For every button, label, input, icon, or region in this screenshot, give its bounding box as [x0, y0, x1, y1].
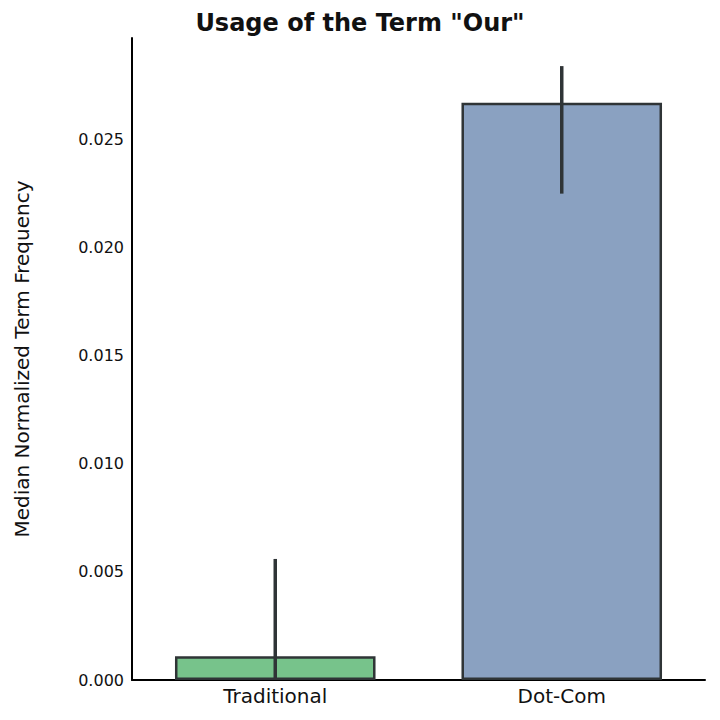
svg-text:Usage of the Term "Our": Usage of the Term "Our": [195, 9, 524, 37]
svg-text:Dot-Com: Dot-Com: [518, 684, 606, 708]
svg-text:0.005: 0.005: [78, 562, 124, 581]
svg-text:Traditional: Traditional: [222, 684, 327, 708]
svg-text:0.020: 0.020: [78, 238, 124, 257]
svg-text:Median Normalized Term Frequen: Median Normalized Term Frequency: [10, 180, 34, 537]
svg-text:0.015: 0.015: [78, 346, 124, 365]
svg-text:0.000: 0.000: [78, 671, 124, 690]
svg-text:0.010: 0.010: [78, 454, 124, 473]
svg-text:0.025: 0.025: [78, 130, 124, 149]
